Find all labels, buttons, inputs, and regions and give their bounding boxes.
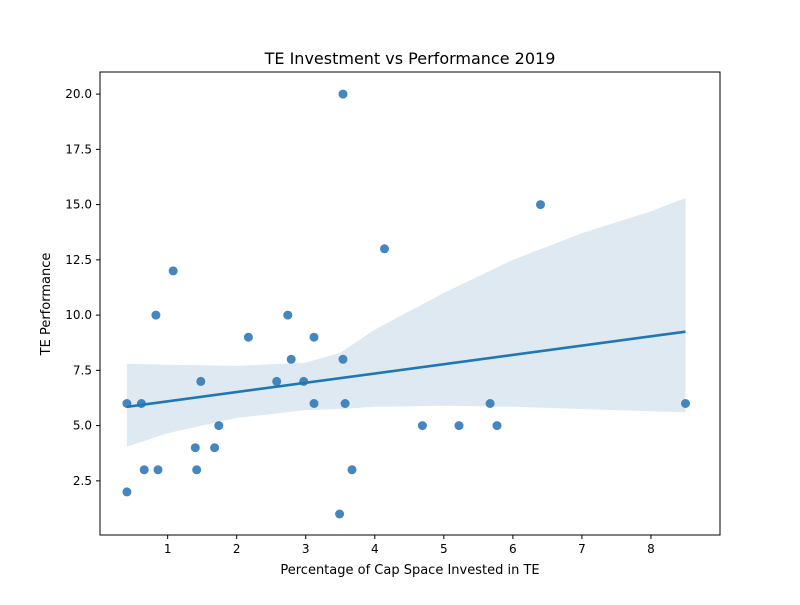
y-axis-title: TE Performance [39,253,54,357]
data-point [536,200,545,210]
y-tick-label: 12.5 [65,253,92,267]
x-tick-label: 3 [302,542,310,556]
axes-frame [99,71,721,536]
plot-area: 1 2 3 4 5 6 7 8 2.5 5.0 7.5 10.0 12.5 15.0 17.5 20.0 [65,71,721,556]
data-point [272,376,282,386]
data-point [190,443,200,453]
data-point [309,399,319,408]
data-point [283,310,293,320]
data-point [335,509,345,519]
data-point [214,421,224,431]
data-point [168,266,178,276]
data-point [492,421,502,431]
x-tick-label: 8 [647,542,655,556]
y-tick-label: 2.5 [73,474,92,488]
y-tick-label: 10.0 [65,308,92,322]
data-point [151,310,161,320]
data-point [196,376,206,386]
x-tick-label: 2 [233,542,241,556]
data-point [681,399,690,408]
data-point [380,244,389,254]
regression-line [126,330,686,409]
y-tick-label: 20.0 [65,87,92,101]
x-tick-label: 6 [509,542,517,556]
data-point [153,465,163,475]
y-tick-label: 5.0 [73,419,92,433]
x-tick-label: 7 [578,542,586,556]
data-point [485,399,495,408]
data-point [338,354,348,364]
data-point [286,354,296,364]
data-point [243,332,253,342]
x-tick-label: 1 [164,542,172,556]
data-point [210,443,220,453]
data-point [309,332,319,342]
x-axis-title: Percentage of Cap Space Invested in TE [280,563,539,578]
x-tick-label: 4 [371,542,379,556]
y-tick-label: 17.5 [65,142,92,156]
data-point [139,465,149,475]
chart-title: TE Investment vs Performance 2019 [264,49,556,68]
confidence-band [126,198,686,447]
data-point [417,421,427,431]
y-tick-label: 7.5 [73,363,92,377]
data-point [338,89,348,99]
data-point [340,399,350,408]
x-tick-label: 5 [440,542,448,556]
data-point [454,421,464,431]
data-point [347,465,357,475]
data-point [122,487,132,497]
y-tick-label: 15.0 [65,198,92,212]
data-point [192,465,202,475]
